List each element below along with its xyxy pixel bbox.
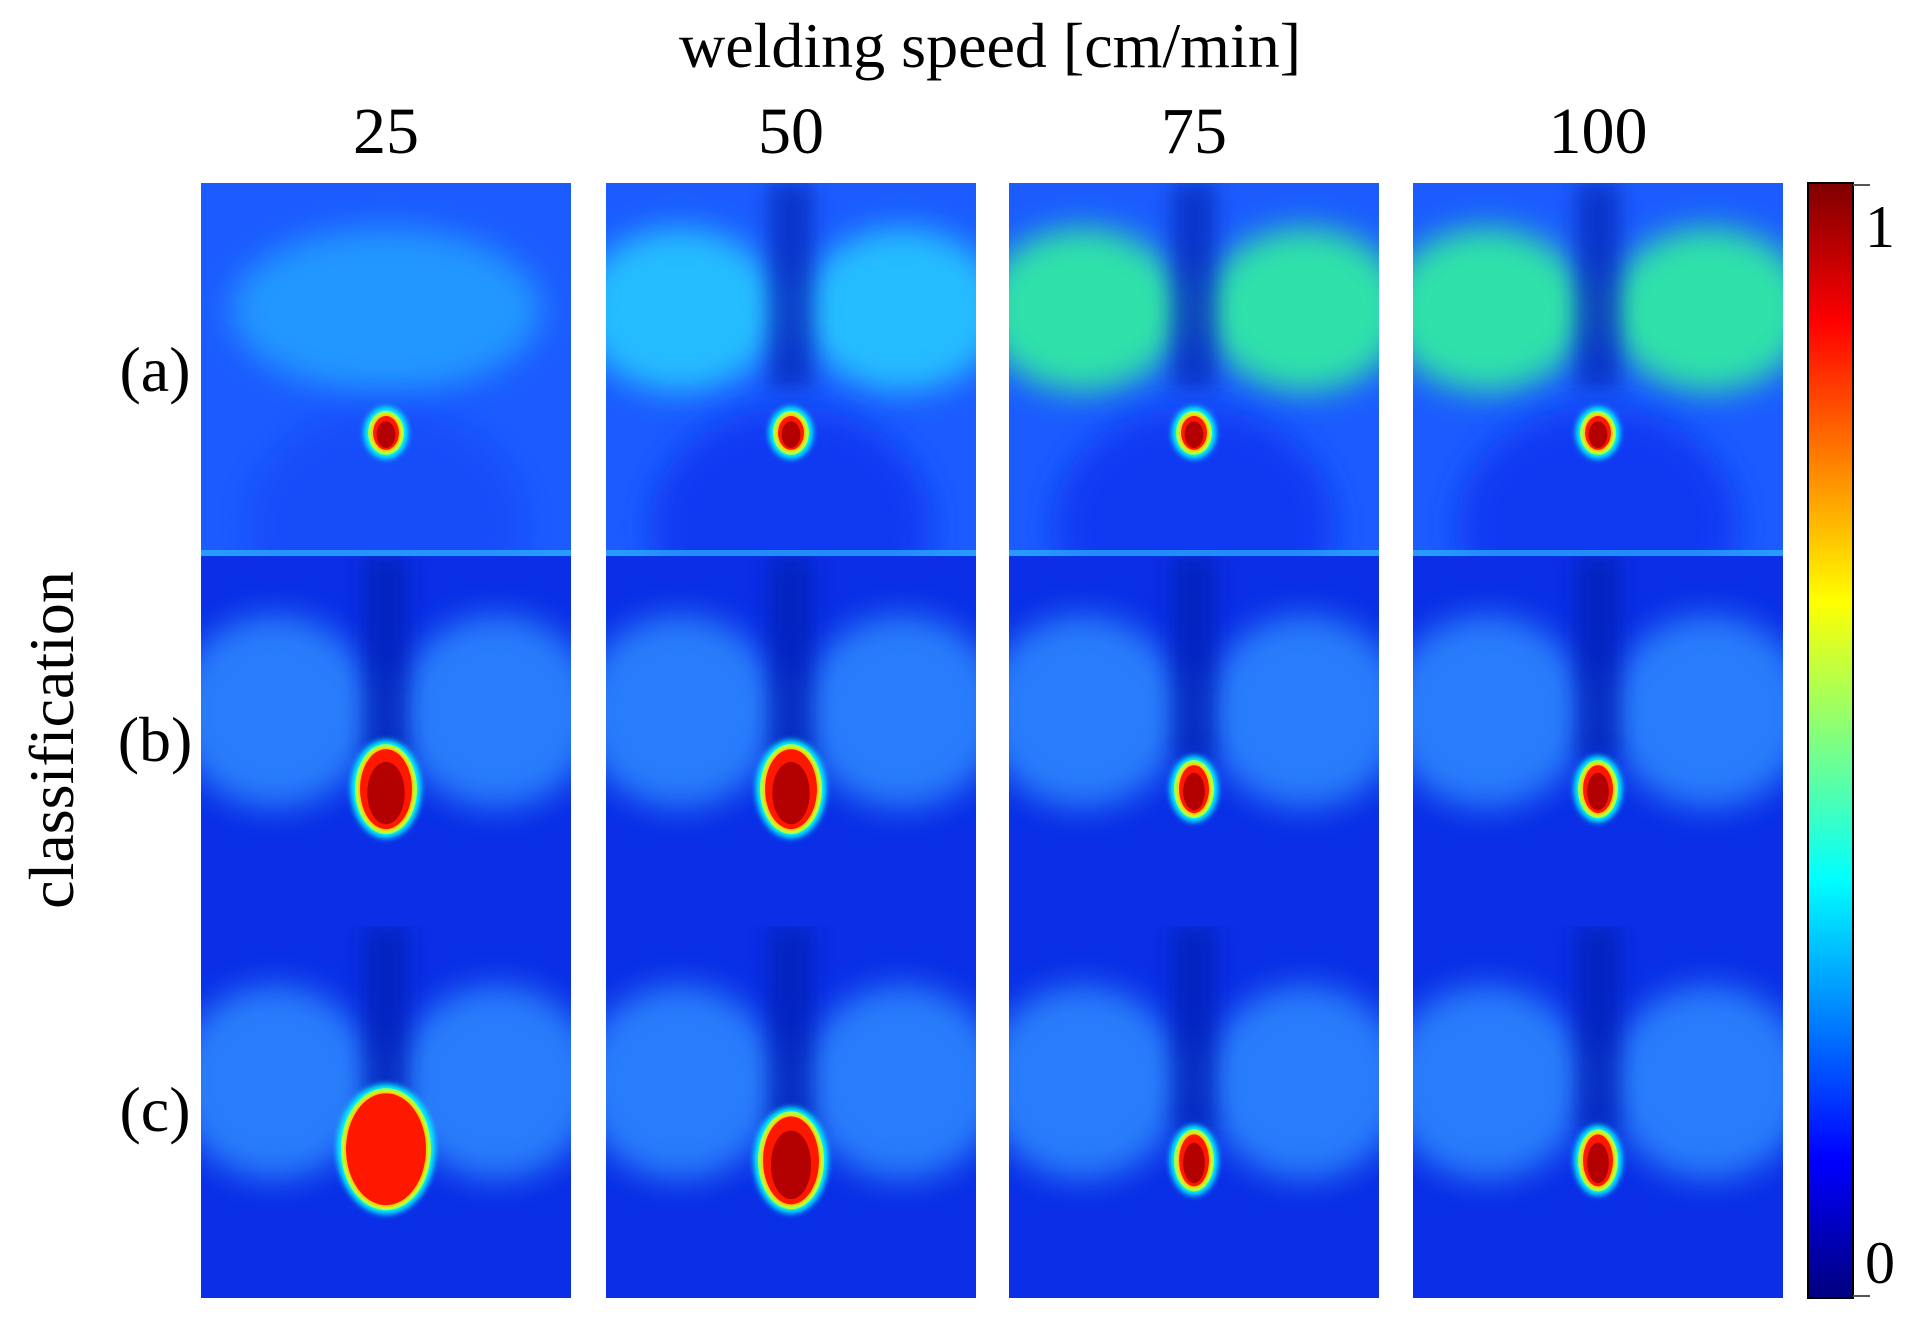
- row-label-a: (a): [119, 334, 191, 405]
- figure-title: welding speed [cm/min]: [678, 10, 1302, 81]
- panel-c-75: [1009, 926, 1379, 1298]
- panel-a-75: [1009, 183, 1379, 556]
- panel-b-25: [201, 556, 571, 926]
- panel-c-50: [606, 926, 976, 1298]
- panel-c-100: [1413, 926, 1783, 1298]
- panel-b-100: [1413, 556, 1783, 926]
- column-label-100: 100: [1548, 95, 1648, 168]
- colorbar-max-label: 1: [1865, 194, 1895, 260]
- panel-a-25: [201, 183, 571, 556]
- panel-c-25: [201, 926, 571, 1298]
- panel-a-100: [1413, 183, 1783, 556]
- row-label-c: (c): [119, 1074, 191, 1145]
- column-label-25: 25: [353, 95, 419, 168]
- column-label-50: 50: [758, 95, 824, 168]
- panel-b-50: [606, 556, 976, 926]
- colorbar-gradient: [1807, 182, 1854, 1299]
- colorbar-min-label: 0: [1865, 1230, 1895, 1296]
- panel-a-50: [606, 183, 976, 556]
- colorbar: [1807, 182, 1870, 1299]
- column-label-75: 75: [1161, 95, 1227, 168]
- panel-b-75: [1009, 556, 1379, 926]
- row-label-b: (b): [117, 704, 193, 775]
